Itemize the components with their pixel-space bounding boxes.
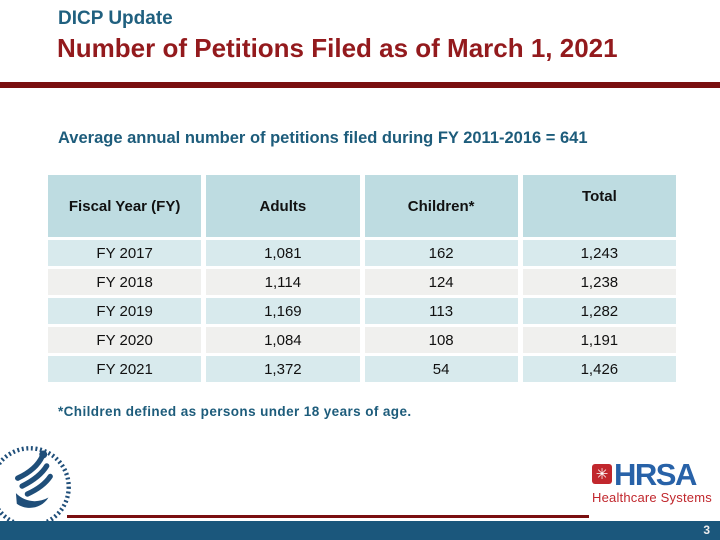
page-number: 3 [703,523,710,537]
table-cell-children: 54 [364,356,518,382]
children-definition-footnote: *Children defined as persons under 18 ye… [58,404,412,419]
petitions-table: Fiscal Year (FY) Adults Children* Total … [48,175,676,382]
table-cell-total: 1,282 [522,298,676,324]
table-cell-total: 1,191 [522,327,676,353]
column-header-total: Total [522,175,676,237]
column-header-children: Children* [364,175,518,237]
column-header-adults: Adults [206,175,360,237]
slide-footer-bar: 3 [0,521,720,540]
table-cell-children: 162 [364,240,518,266]
slide-pretitle: DICP Update [58,8,173,29]
table-cell-fy: FY 2021 [48,356,202,382]
table-cell-fy: FY 2017 [48,240,202,266]
table-cell-fy: FY 2018 [48,269,202,295]
title-divider-rule [0,82,720,88]
hrsa-acronym: HRSA [614,457,697,492]
table-cell-adults: 1,372 [206,356,360,382]
table-cell-adults: 1,084 [206,327,360,353]
table-cell-total: 1,238 [522,269,676,295]
table-cell-fy: FY 2020 [48,327,202,353]
average-annual-note: Average annual number of petitions filed… [58,129,588,147]
table-cell-adults: 1,169 [206,298,360,324]
hrsa-flower-icon: ✳ [592,464,612,485]
footer-divider-rule [67,515,589,518]
table-cell-fy: FY 2019 [48,298,202,324]
hrsa-logo: ✳ HRSA Healthcare Systems [592,457,718,506]
table-cell-adults: 1,114 [206,269,360,295]
hhs-eagle-seal-icon [0,443,74,531]
table-cell-adults: 1,081 [206,240,360,266]
table-cell-children: 108 [364,327,518,353]
table-cell-children: 113 [364,298,518,324]
hrsa-subtitle: Healthcare Systems [592,490,712,506]
page-title: Number of Petitions Filed as of March 1,… [57,33,618,63]
table-cell-total: 1,243 [522,240,676,266]
table-cell-total: 1,426 [522,356,676,382]
column-header-fiscal-year: Fiscal Year (FY) [48,175,202,237]
table-cell-children: 124 [364,269,518,295]
